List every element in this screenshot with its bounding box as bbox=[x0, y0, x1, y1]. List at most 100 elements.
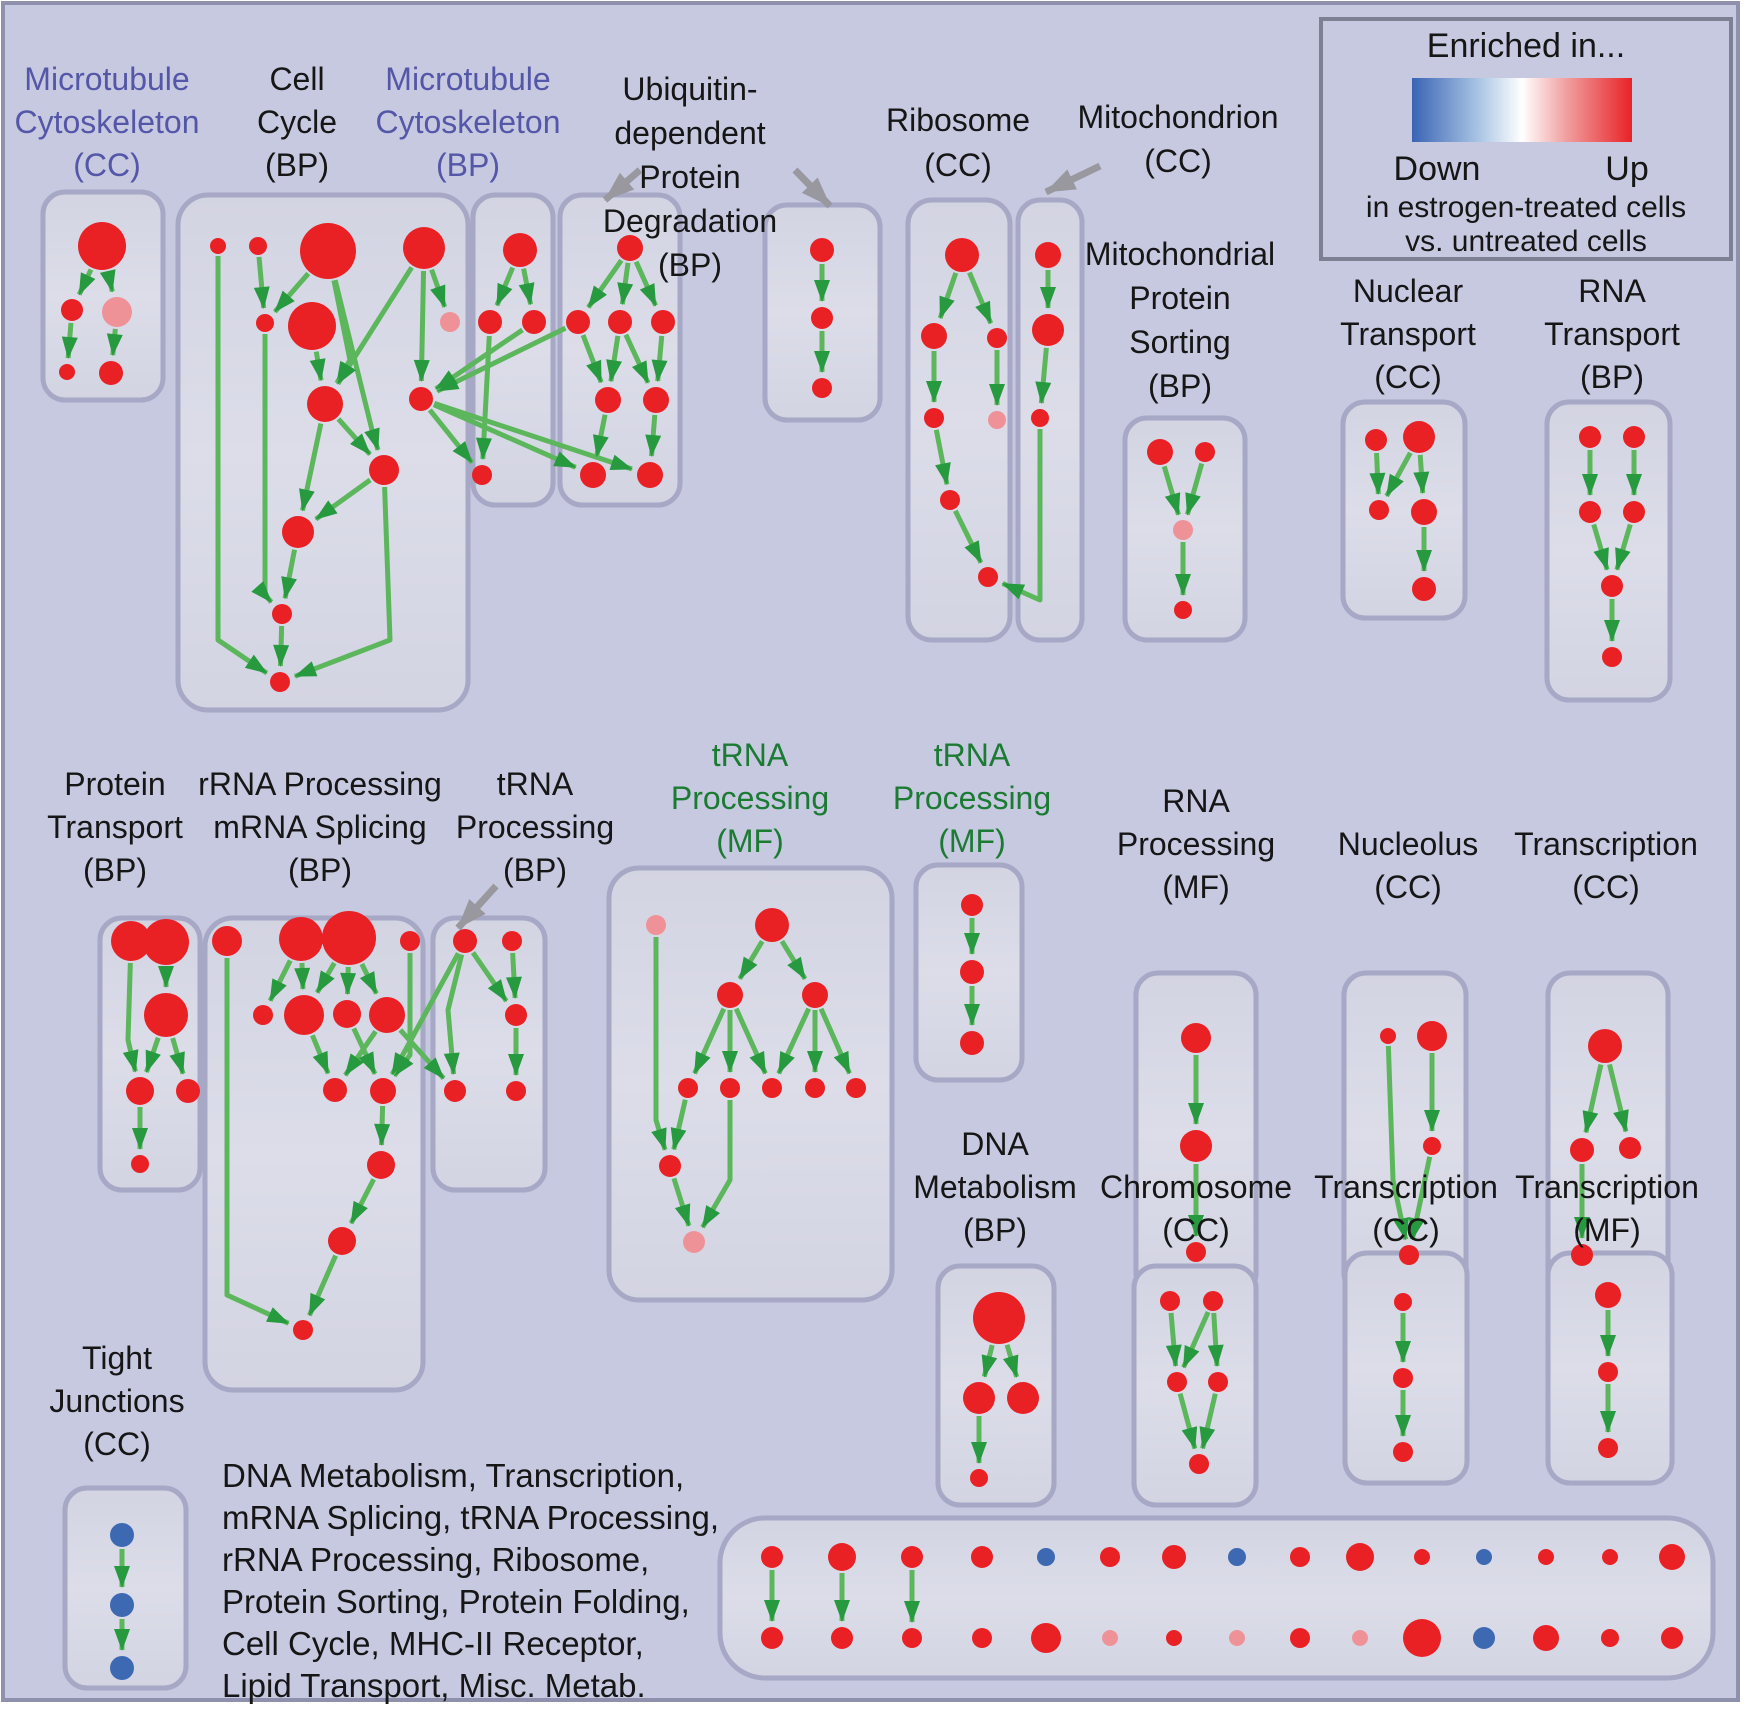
cluster-label-mito-protein-sorting-bp: Protein bbox=[1129, 280, 1230, 316]
go-term-node-f4t bbox=[971, 1546, 993, 1568]
go-term-node-b13 bbox=[270, 672, 290, 692]
enrichment-edge bbox=[359, 962, 379, 995]
go-term-node-c2 bbox=[478, 310, 502, 334]
go-term-node-c1 bbox=[503, 233, 537, 267]
go-term-node-z3 bbox=[1619, 1137, 1641, 1159]
enrichment-edge bbox=[169, 1037, 186, 1075]
cluster-label-protein-transport-bp: Protein bbox=[64, 766, 165, 802]
footnote-line: Cell Cycle, MHC-II Receptor, bbox=[222, 1625, 644, 1662]
cluster-box-chromosome bbox=[1131, 1263, 1259, 1508]
enrichment-edge bbox=[633, 260, 658, 307]
enrichment-edge bbox=[700, 1100, 733, 1229]
go-term-node-f12t bbox=[1476, 1549, 1492, 1565]
go-term-node-u3 bbox=[505, 1004, 527, 1026]
enrichment-edge bbox=[1413, 454, 1430, 495]
ubiquitin-right-pointer bbox=[792, 167, 833, 209]
enrichment-edge bbox=[1035, 347, 1052, 405]
enrichment-edge bbox=[933, 429, 951, 486]
legend-down-label: Down bbox=[1394, 150, 1481, 188]
footnote-line: Lipid Transport, Misc. Metab. bbox=[222, 1667, 646, 1704]
go-term-node-f7b bbox=[1166, 1630, 1182, 1646]
enrichment-edge bbox=[427, 408, 474, 465]
go-term-node-q4 bbox=[400, 931, 420, 951]
cluster-label-rna-transport-bp: Transport bbox=[1544, 316, 1680, 352]
go-term-node-v10 bbox=[659, 1155, 681, 1177]
enrichment-edge bbox=[1199, 1393, 1218, 1450]
go-term-node-q8 bbox=[369, 997, 405, 1033]
cluster-label-transcription-mf: (MF) bbox=[1573, 1212, 1641, 1248]
cluster-label-trna-processing-bp: Processing bbox=[456, 809, 614, 845]
enrichment-edge bbox=[99, 269, 116, 293]
go-term-node-e2 bbox=[811, 307, 833, 329]
enrichment-edge bbox=[309, 351, 326, 382]
enrichment-edge bbox=[224, 958, 290, 1326]
go-term-node-p1 bbox=[111, 921, 151, 961]
go-term-node-s3 bbox=[1173, 520, 1193, 540]
cluster-label-mito-protein-sorting-bp: Sorting bbox=[1129, 324, 1230, 360]
go-term-node-h4 bbox=[1208, 1372, 1228, 1392]
go-term-node-a1 bbox=[78, 222, 126, 270]
go-term-node-r3 bbox=[987, 328, 1007, 348]
go-term-node-a4 bbox=[59, 364, 75, 380]
go-term-node-b11 bbox=[282, 516, 314, 548]
go-term-node-f3t bbox=[901, 1546, 923, 1568]
enrichment-edge bbox=[436, 325, 567, 394]
enrichment-edge bbox=[623, 333, 651, 384]
go-term-node-f2b bbox=[831, 1627, 853, 1649]
cluster-label-ubiquitin-bp: Degradation bbox=[603, 203, 777, 239]
cluster-label-microtubule-bp: (BP) bbox=[436, 147, 500, 183]
enrichment-edge bbox=[351, 1027, 378, 1075]
go-term-node-t4 bbox=[1623, 501, 1645, 523]
enrichment-edge bbox=[335, 266, 414, 386]
go-term-node-n1 bbox=[1365, 429, 1387, 451]
cluster-label-dna-metabolism-bp: DNA bbox=[961, 1126, 1029, 1162]
cluster-label-cell-cycle-bp: (BP) bbox=[265, 147, 329, 183]
enrichment-edge bbox=[389, 952, 461, 1076]
enrichment-edge bbox=[215, 256, 269, 676]
cluster-label-transcription-cc-mid: (CC) bbox=[1572, 869, 1640, 905]
cluster-label-rna-transport-bp: RNA bbox=[1578, 273, 1646, 309]
enrichment-edge bbox=[307, 1254, 338, 1317]
cluster-label-rna-processing-mf: RNA bbox=[1162, 783, 1230, 819]
go-term-node-a5 bbox=[99, 361, 123, 385]
go-term-node-f1t bbox=[761, 1546, 783, 1568]
enrichment-edge bbox=[294, 962, 311, 991]
go-term-node-q6 bbox=[284, 995, 324, 1035]
enrichment-edge bbox=[251, 334, 274, 604]
go-term-node-d7 bbox=[580, 462, 606, 488]
go-term-node-v9 bbox=[846, 1078, 866, 1098]
enrichment-edge bbox=[1385, 1045, 1410, 1241]
go-term-node-f7t bbox=[1162, 1545, 1186, 1569]
go-term-node-q12 bbox=[328, 1227, 356, 1255]
cluster-label-trna-processing-mf-2: (MF) bbox=[938, 823, 1006, 859]
go-term-node-f10t bbox=[1346, 1543, 1374, 1571]
cluster-label-mito-protein-sorting-bp: (BP) bbox=[1148, 368, 1212, 404]
cluster-label-rna-transport-bp: (BP) bbox=[1580, 359, 1644, 395]
cluster-label-tight-junctions-cc: (CC) bbox=[83, 1426, 151, 1462]
go-term-node-v8 bbox=[805, 1078, 825, 1098]
go-term-node-f2t bbox=[828, 1543, 856, 1571]
go-term-node-k1 bbox=[110, 1523, 134, 1547]
go-term-node-p4 bbox=[126, 1077, 154, 1105]
go-term-node-j2 bbox=[1598, 1362, 1618, 1382]
go-term-node-h2 bbox=[1203, 1291, 1223, 1311]
enrichment-edge bbox=[1408, 1156, 1433, 1241]
go-term-node-h3 bbox=[1167, 1372, 1187, 1392]
enrichment-edge bbox=[314, 477, 372, 522]
go-term-node-d8 bbox=[637, 462, 663, 488]
enrichment-edge bbox=[273, 625, 290, 668]
go-term-node-d3 bbox=[608, 310, 632, 334]
go-term-node-a3 bbox=[102, 297, 132, 327]
go-term-node-f8b bbox=[1229, 1630, 1245, 1646]
enrichment-edge bbox=[606, 335, 622, 383]
cluster-label-rrna-mrna-bp: (BP) bbox=[288, 852, 352, 888]
cluster-label-rrna-mrna-bp: rRNA Processing bbox=[198, 766, 442, 802]
enrichment-edge bbox=[294, 486, 393, 679]
go-term-node-f5t bbox=[1037, 1548, 1055, 1566]
go-term-node-t3 bbox=[1579, 501, 1601, 523]
enrichment-edge bbox=[1001, 429, 1043, 603]
go-term-node-b7 bbox=[440, 312, 460, 332]
go-term-node-q3 bbox=[322, 911, 376, 965]
go-term-node-b4 bbox=[403, 227, 445, 269]
enrichment-edge bbox=[272, 271, 311, 314]
